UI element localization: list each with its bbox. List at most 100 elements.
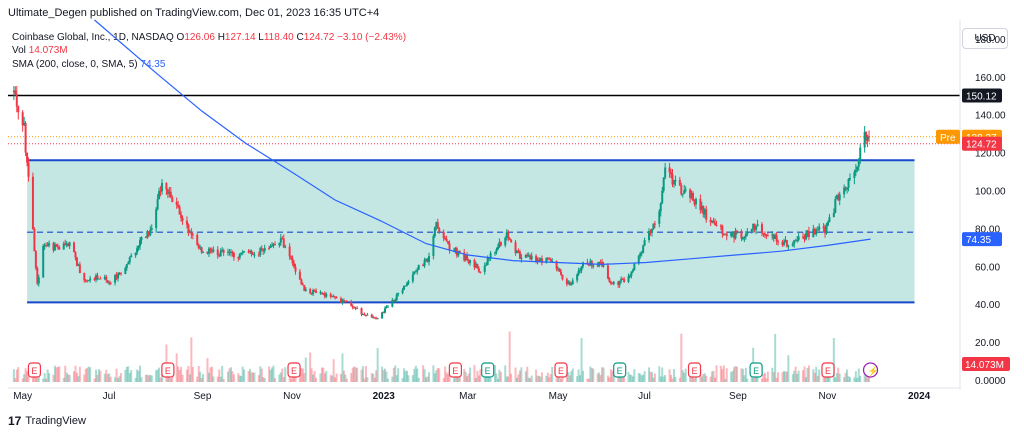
volume-bar [227,371,230,382]
volume-bar [33,376,36,382]
volume-bar [74,365,77,382]
candle-body [187,224,190,232]
earnings-marker-glyph: E [31,366,37,376]
resistance-badge-bg [962,88,1002,103]
candle-body [546,257,549,259]
volume-bar [117,378,120,382]
candle-body [558,268,561,272]
volume-bar [724,378,727,382]
candle-body [868,136,871,138]
candle-body [793,240,796,244]
volume-bar [169,378,172,382]
volume-bar [802,370,805,382]
candle-body [467,259,470,264]
candle-body [53,244,56,251]
volume-bar [714,377,717,382]
candle-body [417,264,420,270]
volume-bar [469,367,472,382]
candle-body [496,246,499,250]
candle-body [281,238,284,240]
candle-body [866,136,869,141]
volume-bar [243,369,246,382]
volume-bar [526,366,529,382]
candle-body [639,253,642,256]
candle-body [426,259,429,263]
volume-bar [733,367,736,382]
candle-body [517,250,520,252]
volume-bar [273,378,276,382]
volume-bar [853,377,856,382]
candle-body [52,243,55,251]
candle-body [219,250,222,257]
time-tick-label: Nov [283,391,301,402]
candle-body [65,243,68,246]
volume-bar [95,369,98,382]
volume-bar [96,374,99,382]
volume-bar [73,371,76,382]
volume-bar [413,368,416,382]
volume-bar [608,377,611,382]
volume-bar [353,366,356,382]
candle-body [180,214,183,219]
candle-body [483,265,486,272]
candle-body [623,278,626,282]
candle-body [125,264,128,268]
volume-bar [765,378,768,382]
volume-bar [200,377,203,382]
candle-body [824,228,827,234]
volume-bar [354,367,357,382]
candle-body [837,195,840,201]
currency-button[interactable]: USD [962,28,1008,49]
candle-body [577,270,580,275]
candle-body [618,280,621,285]
candle-body [140,237,143,241]
candle-body [366,314,369,316]
candle-body [298,271,301,280]
volume-bar [416,368,419,382]
candle-body [221,249,224,251]
candle-body [309,289,312,294]
candle-body [209,248,212,250]
volume-bar [269,369,272,382]
volume-bar [785,371,788,382]
volume-bar [787,355,790,382]
volume-bar [797,370,800,382]
candle-body [260,248,263,250]
volume-bar [139,365,142,382]
candle-body [361,313,364,315]
candle-body [166,189,169,194]
candle-body [43,245,46,247]
candle-body [753,223,756,230]
candle-body [342,300,345,302]
candle-body [130,255,133,258]
candle-body [87,280,90,282]
volume-bar [247,370,250,382]
candle-body [284,246,287,248]
volume-bar [602,367,605,382]
volume-bar [161,374,164,382]
volume-bar [65,372,68,382]
candle-body [227,251,230,253]
candle-body [804,233,807,240]
candle-body [329,293,332,297]
candle-body [442,231,445,238]
volume-bar [397,368,400,382]
volume-bar [432,365,435,382]
volume-bar [517,374,520,382]
candle-body [15,94,18,107]
time-tick-label: May [549,391,568,402]
candle-body [670,172,673,175]
candle-body [381,312,384,319]
candle-body [438,228,441,232]
volume-bar [582,370,585,382]
candle-body [674,179,677,182]
candle-body [740,231,743,239]
volume-bar [309,352,312,382]
volume-bar [620,376,623,382]
candle-body [300,279,303,285]
candle-body [75,257,78,266]
candle-body [237,257,240,259]
volume-bar [253,372,256,382]
candle-body [136,248,139,253]
